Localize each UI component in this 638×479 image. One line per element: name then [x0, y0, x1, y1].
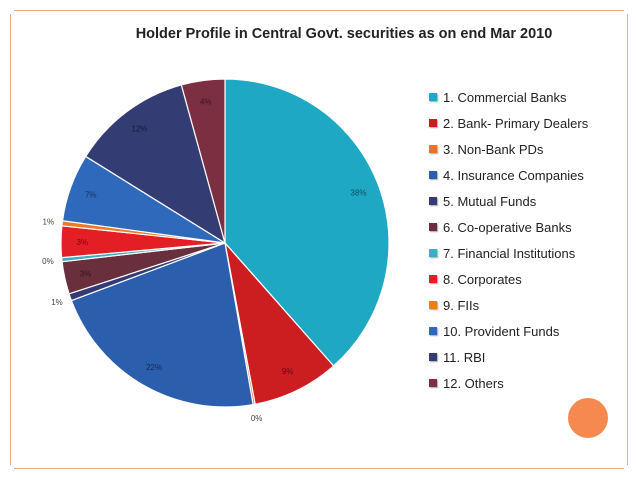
legend-item-2: 2. Bank- Primary Dealers — [429, 110, 588, 136]
legend-item-11: 11. RBI — [429, 344, 588, 370]
legend-item-5: 5. Mutual Funds — [429, 188, 588, 214]
data-label-9: 1% — [43, 218, 55, 227]
data-label-5: 1% — [51, 298, 63, 307]
data-label-7: 0% — [42, 257, 54, 266]
data-label-11: 12% — [132, 125, 148, 134]
frame-line-right — [627, 14, 628, 465]
legend-item-6: 6. Co-operative Banks — [429, 214, 588, 240]
data-label-10: 7% — [85, 191, 97, 200]
legend-swatch — [429, 119, 437, 127]
legend-label: 8. Corporates — [443, 271, 522, 287]
legend-label: 7. Financial Institutions — [443, 245, 576, 261]
legend-swatch — [429, 171, 437, 179]
legend-label: 10. Provident Funds — [443, 323, 560, 339]
pie-slice-12 — [180, 78, 226, 244]
decorative-circle — [568, 398, 608, 438]
legend-item-9: 9. FIIs — [429, 292, 588, 318]
data-label-3: 0% — [251, 414, 263, 423]
legend-item-12: 12. Others — [429, 370, 588, 396]
legend-item-1: 1. Commercial Banks — [429, 84, 588, 110]
legend-swatch — [429, 379, 437, 387]
legend-item-4: 4. Insurance Companies — [429, 162, 588, 188]
legend-label: 1. Commercial Banks — [443, 89, 567, 105]
pie-slice-2 — [224, 240, 335, 405]
legend-item-10: 10. Provident Funds — [429, 318, 588, 344]
legend-label: 5. Mutual Funds — [443, 193, 537, 209]
legend-swatch — [429, 145, 437, 153]
chart-legend: 1. Commercial Banks 2. Bank- Primary Deal… — [429, 84, 588, 396]
frame-line-top — [14, 10, 624, 11]
legend-label: 2. Bank- Primary Dealers — [443, 115, 589, 131]
legend-label: 9. FIIs — [443, 297, 480, 313]
pie-slice-1 — [224, 78, 390, 367]
legend-swatch — [429, 93, 437, 101]
frame-line-left — [10, 14, 11, 465]
legend-swatch — [429, 301, 437, 309]
legend-swatch — [429, 353, 437, 361]
data-label-6: 3% — [80, 269, 92, 278]
legend-item-7: 7. Financial Institutions — [429, 240, 588, 266]
data-label-2: 9% — [282, 367, 294, 376]
data-label-4: 22% — [146, 363, 162, 372]
legend-item-8: 8. Corporates — [429, 266, 588, 292]
legend-label: 12. Others — [443, 375, 504, 391]
legend-swatch — [429, 275, 437, 283]
frame-line-bottom — [14, 468, 624, 469]
legend-label: 11. RBI — [443, 349, 486, 365]
legend-item-3: 3. Non-Bank PDs — [429, 136, 588, 162]
legend-label: 6. Co-operative Banks — [443, 219, 572, 235]
data-label-12: 4% — [200, 98, 212, 107]
legend-swatch — [429, 223, 437, 231]
legend-swatch — [429, 249, 437, 257]
data-label-8: 3% — [77, 238, 89, 247]
legend-label: 4. Insurance Companies — [443, 167, 584, 183]
data-label-1: 38% — [350, 189, 366, 198]
pie-slice-11 — [84, 84, 226, 245]
legend-swatch — [429, 327, 437, 335]
chart-title: Holder Profile in Central Govt. securiti… — [135, 26, 553, 42]
legend-swatch — [429, 197, 437, 205]
legend-label: 3. Non-Bank PDs — [443, 141, 544, 157]
